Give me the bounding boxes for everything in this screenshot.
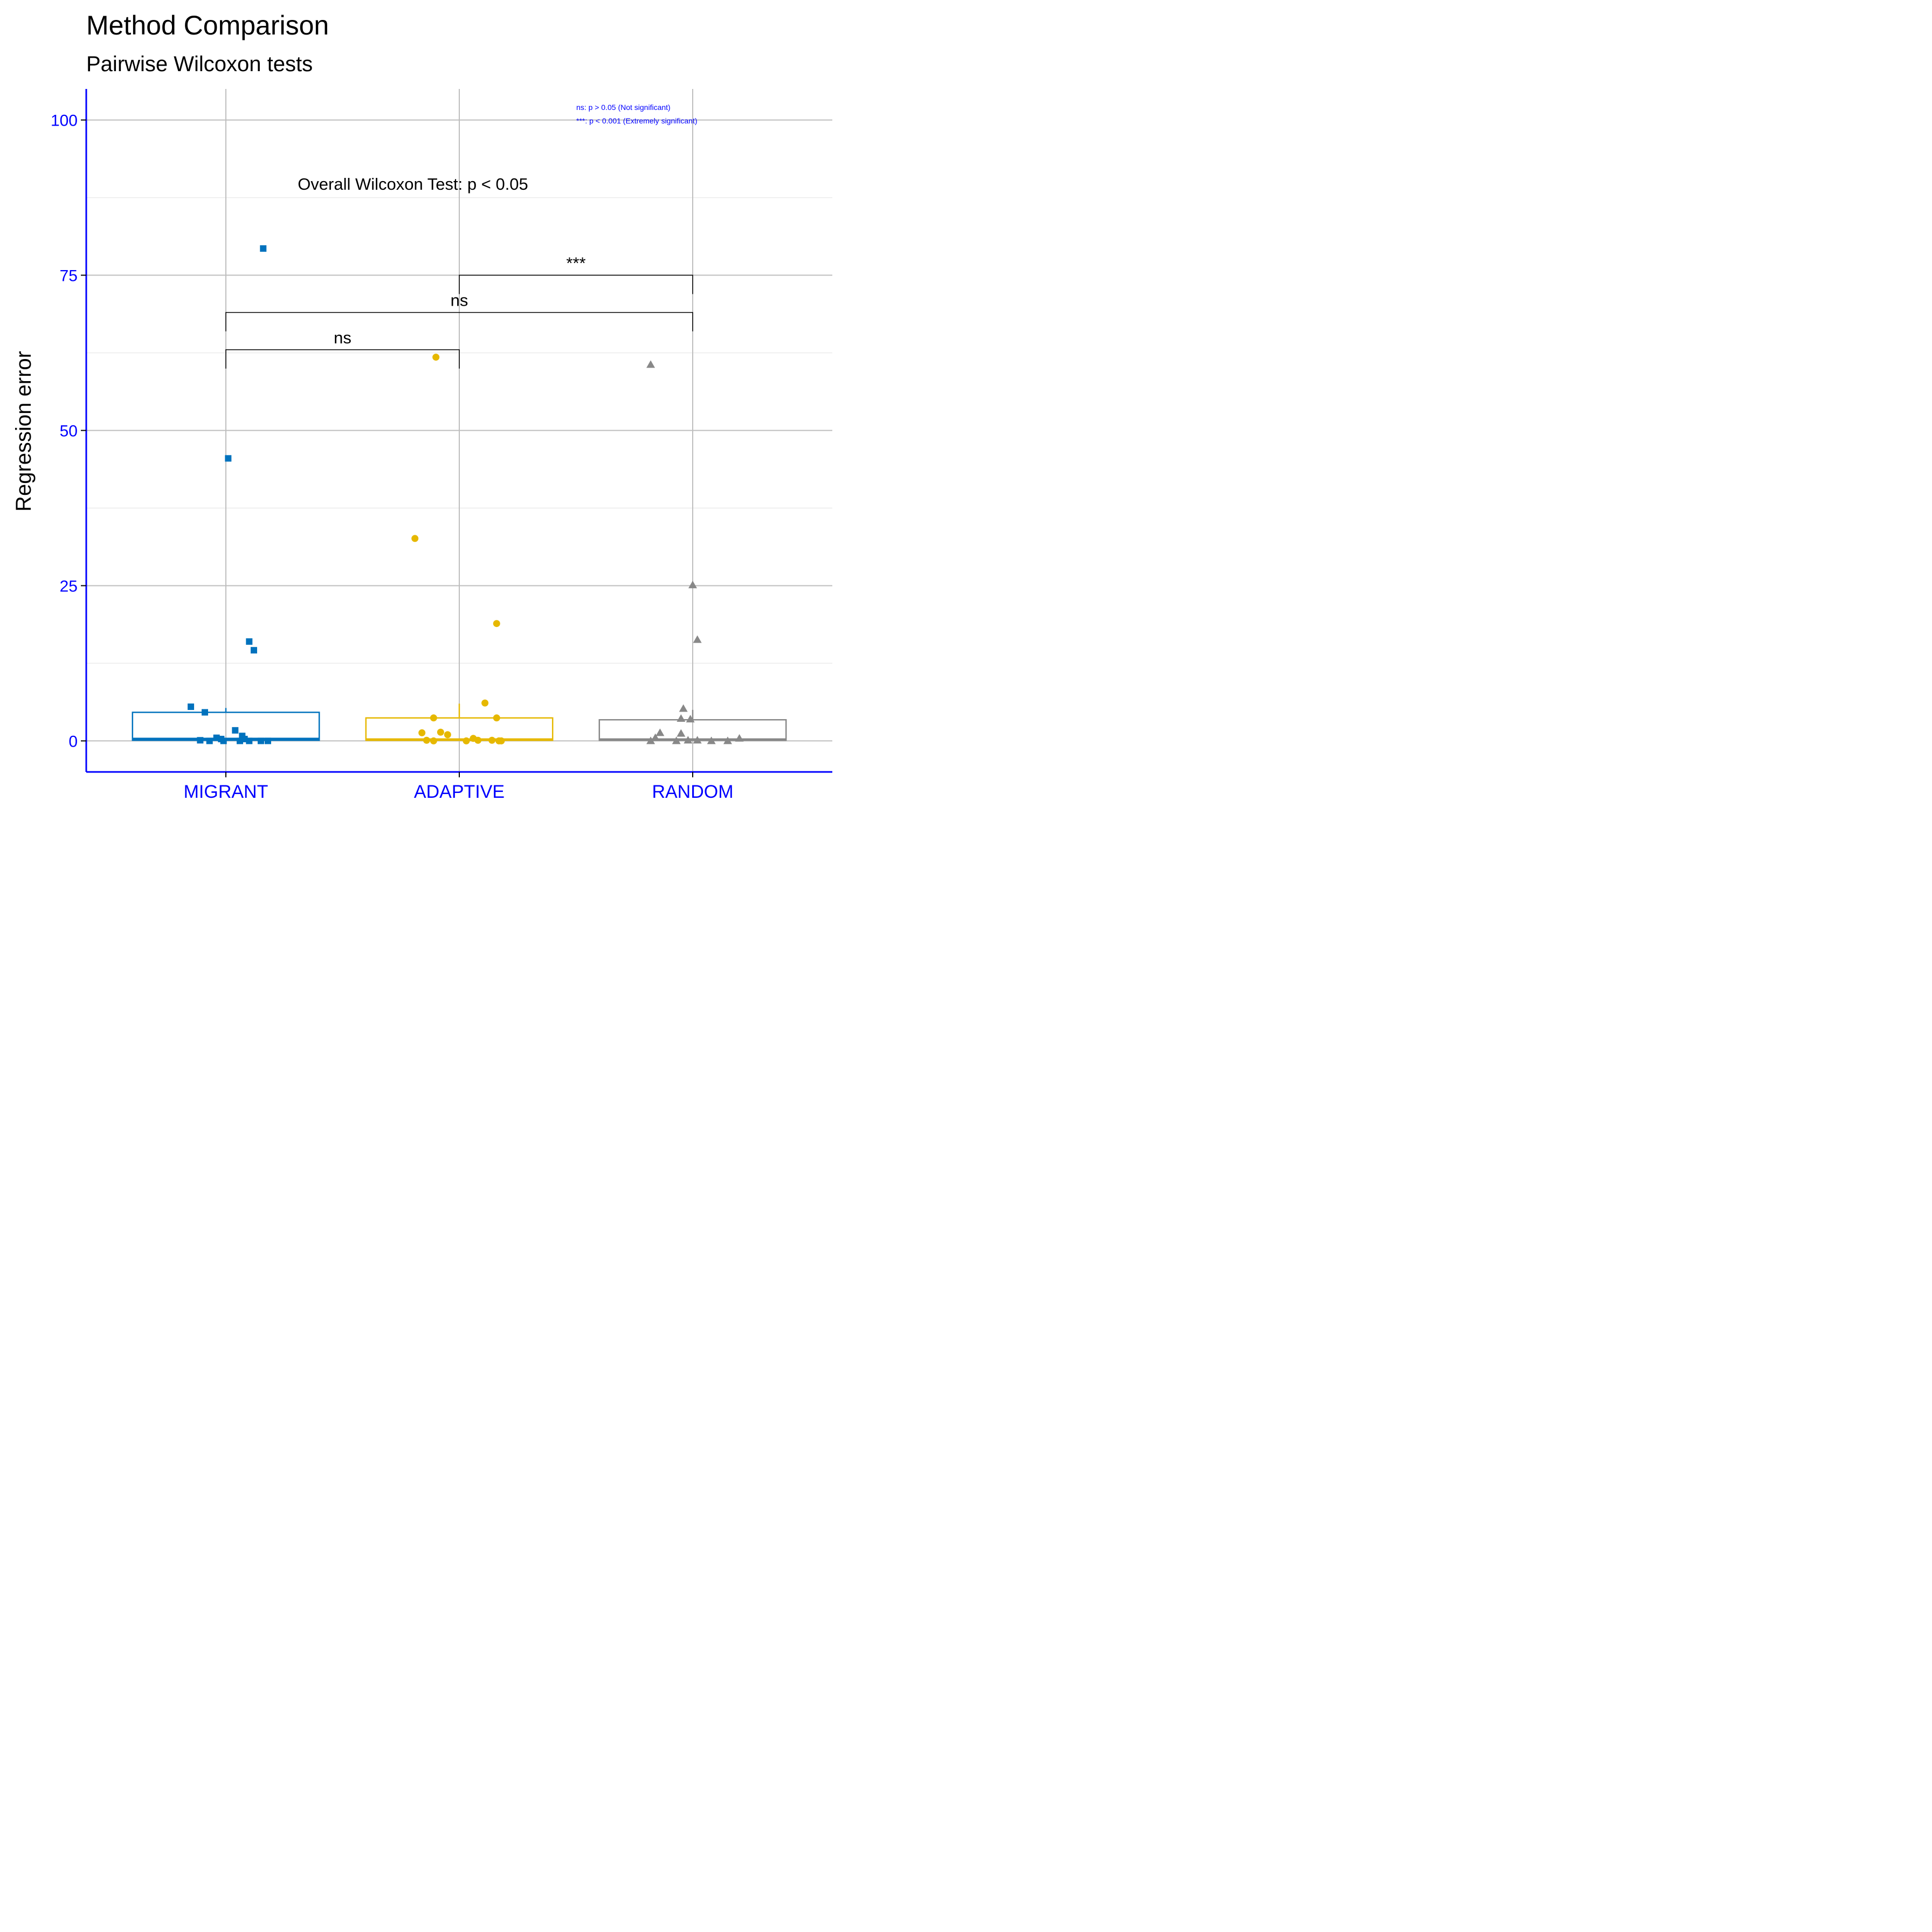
data-point <box>677 714 686 722</box>
data-point <box>423 736 430 744</box>
chart-title: Method Comparison <box>86 10 329 40</box>
chart: Method Comparison Pairwise Wilcoxon test… <box>12 10 832 802</box>
data-point <box>488 736 496 744</box>
data-point <box>232 727 239 734</box>
data-point <box>686 715 695 723</box>
data-point <box>246 737 253 744</box>
comparison-label: *** <box>566 254 585 273</box>
x-tick-label: ADAPTIVE <box>414 782 505 802</box>
data-point <box>206 737 213 744</box>
data-point <box>225 455 232 462</box>
legend-note-ns: ns: p > 0.05 (Not significant) <box>576 103 671 112</box>
y-tick-label: 0 <box>68 733 78 750</box>
data-point <box>723 736 732 744</box>
data-point <box>260 245 267 252</box>
y-axis-label: Regression error <box>12 351 36 512</box>
data-point <box>656 728 665 736</box>
data-point <box>688 581 697 589</box>
data-point <box>646 736 656 744</box>
data-point <box>684 736 693 744</box>
legend-note-extreme: ***: p < 0.001 (Extremely significant) <box>576 116 698 125</box>
data-point <box>693 736 702 744</box>
overall-test-annotation: Overall Wilcoxon Test: p < 0.05 <box>298 175 528 194</box>
x-tick-label: MIGRANT <box>184 782 268 802</box>
data-point <box>250 647 257 654</box>
data-point <box>432 354 440 361</box>
data-point <box>418 729 426 736</box>
data-point <box>493 620 500 627</box>
data-point <box>679 704 688 712</box>
y-tick-label: 50 <box>60 423 78 440</box>
data-point <box>197 737 204 744</box>
data-point <box>430 714 437 722</box>
data-point <box>481 699 489 707</box>
data-point <box>677 729 686 737</box>
data-point <box>463 737 470 744</box>
data-point <box>246 638 253 645</box>
point-layer <box>188 245 744 744</box>
data-point <box>411 535 419 542</box>
comparison-bracket <box>459 274 693 294</box>
axes: 0 25 50 75 100 MIGRANT ADAPTIVE RANDOM <box>51 89 832 802</box>
data-point <box>444 731 451 739</box>
x-tick-label: RANDOM <box>652 782 733 802</box>
data-point <box>430 737 437 744</box>
data-point <box>672 736 681 744</box>
data-point <box>474 736 482 744</box>
data-point <box>236 737 243 744</box>
data-point <box>188 703 195 710</box>
data-point <box>493 714 500 722</box>
y-tick-label: 25 <box>60 577 78 595</box>
comparison-bracket <box>225 349 460 369</box>
y-tick-label: 75 <box>60 267 78 285</box>
data-point <box>651 733 660 741</box>
data-point <box>498 737 505 744</box>
data-point <box>707 736 716 744</box>
data-point <box>693 635 702 643</box>
data-point <box>202 709 209 716</box>
data-point <box>257 737 264 744</box>
data-point <box>735 734 744 742</box>
data-point <box>646 360 656 368</box>
data-point <box>264 737 271 744</box>
comparison-label: ns <box>334 328 351 347</box>
comparison-bracket <box>225 312 693 332</box>
y-tick-label: 100 <box>51 112 78 130</box>
data-point <box>437 728 444 736</box>
chart-subtitle: Pairwise Wilcoxon tests <box>86 52 313 76</box>
data-point <box>220 737 227 744</box>
